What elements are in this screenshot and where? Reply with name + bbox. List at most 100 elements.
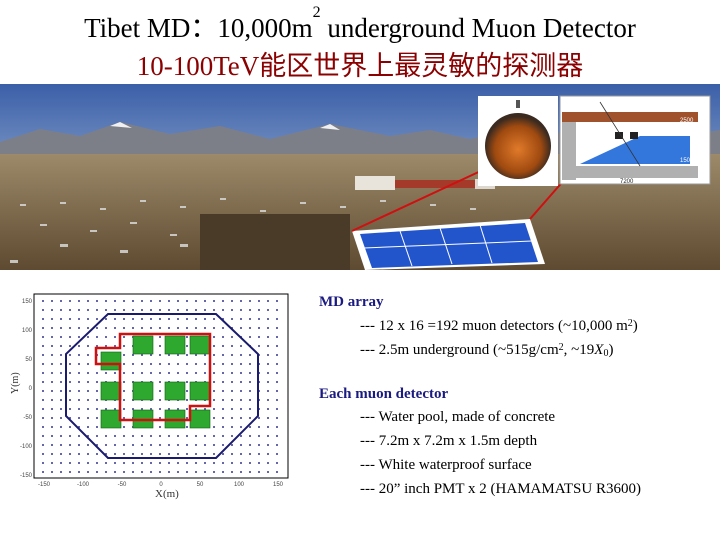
muon-detector-pool [189,409,211,429]
grid-dot [69,336,71,338]
grid-dot [267,417,269,419]
grid-dot [42,426,44,428]
grid-dot [87,381,89,383]
grid-dot [51,453,53,455]
grid-dot [60,471,62,473]
grid-dot [78,471,80,473]
grid-dot [69,372,71,374]
grid-dot [186,300,188,302]
grid-dot [123,309,125,311]
grid-dot [78,363,80,365]
grid-dot [240,444,242,446]
grid-dot [69,300,71,302]
grid-dot [87,399,89,401]
grid-dot [123,336,125,338]
grid-dot [69,444,71,446]
grid-dot [213,390,215,392]
grid-dot [258,426,260,428]
grid-dot [222,327,224,329]
grid-dot [186,318,188,320]
grid-dot [42,345,44,347]
grid-dot [240,345,242,347]
grid-dot [213,462,215,464]
grid-dot [213,345,215,347]
grid-dot [222,426,224,428]
grid-dot [186,444,188,446]
grid-dot [123,426,125,428]
grid-dot [213,426,215,428]
grid-dot [51,318,53,320]
grid-dot [69,381,71,383]
grid-dot [267,444,269,446]
grid-dot [222,372,224,374]
grid-dot [141,327,143,329]
grid-dot [168,318,170,320]
grid-dot [177,318,179,320]
grid-dot [69,390,71,392]
grid-dot [222,471,224,473]
grid-dot [186,336,188,338]
grid-dot [105,300,107,302]
grid-dot [96,471,98,473]
md-outline [94,332,212,422]
grid-dot [132,372,134,374]
grid-dot [276,345,278,347]
grid-dot [204,363,206,365]
grid-dot [87,300,89,302]
x-tick-label: -100 [77,482,90,488]
grid-dot [249,336,251,338]
grid-dot [51,309,53,311]
grid-dot [249,444,251,446]
grid-dot [42,462,44,464]
grid-dot [213,417,215,419]
grid-dot [105,318,107,320]
grid-dot [96,462,98,464]
grid-dot [132,453,134,455]
grid-dot [267,345,269,347]
grid-dot [123,390,125,392]
grid-dot [42,399,44,401]
grid-dot [78,390,80,392]
grid-dot [240,435,242,437]
grid-dot [258,345,260,347]
grid-dot [51,462,53,464]
grid-dot [132,408,134,410]
grid-dot [60,300,62,302]
grid-dot [42,417,44,419]
grid-dot [267,372,269,374]
grid-dot [276,417,278,419]
grid-dot [105,345,107,347]
md-array-heading: MD array [319,294,384,310]
grid-dot [240,327,242,329]
grid-dot [60,390,62,392]
grid-dot [132,471,134,473]
grid-dot [177,300,179,302]
y-tick-label: 100 [22,328,33,334]
grid-dot [159,372,161,374]
grid-dot [87,345,89,347]
grid-dot [222,390,224,392]
grid-dot [240,471,242,473]
grid-dot [150,408,152,410]
grid-dot [123,399,125,401]
grid-dot [276,435,278,437]
md-array-line-1: --- 12 x 16 =192 muon detectors (~10,000… [360,318,638,335]
grid-dot [69,345,71,347]
grid-dot [150,435,152,437]
grid-dot [123,318,125,320]
pool-photo-inset [200,214,545,270]
array-layout-plot: Y(m) X(m) 150 100 50 0 -50 -100 -150 -150 -100 -5… [10,293,289,500]
grid-dot [204,327,206,329]
grid-dot [123,462,125,464]
grid-dot [240,309,242,311]
grid-dot [186,426,188,428]
grid-dot [51,327,53,329]
grid-dot [204,453,206,455]
grid-dot [51,435,53,437]
grid-dot [258,318,260,320]
grid-dot [276,453,278,455]
grid-dot [69,309,71,311]
muon-detector-pool [132,381,154,401]
grid-dot [78,300,80,302]
grid-dot [249,309,251,311]
